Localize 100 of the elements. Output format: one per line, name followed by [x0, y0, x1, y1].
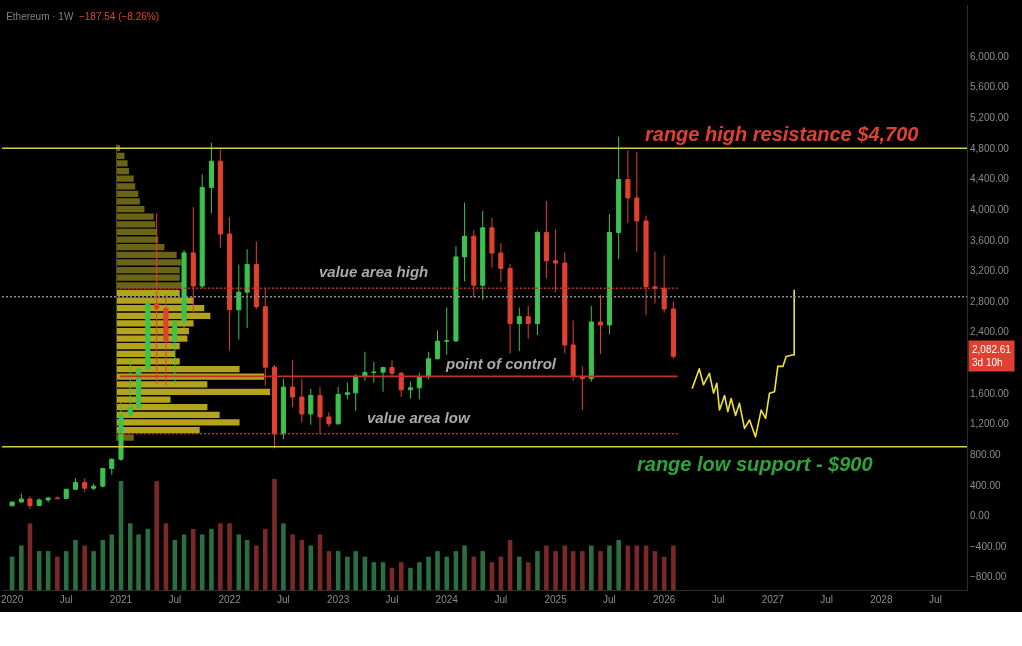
y-tick-label: 800.00	[970, 448, 1002, 460]
annotation: point of control	[445, 355, 557, 372]
candlestick	[227, 216, 233, 351]
candlestick	[335, 386, 341, 426]
candlestick	[63, 488, 69, 500]
bar	[616, 539, 621, 590]
candlestick	[444, 306, 450, 356]
y-tick-label: 2,800.00	[970, 295, 1010, 307]
bar	[227, 523, 232, 590]
bar	[435, 551, 440, 590]
bar	[254, 545, 259, 590]
x-tick-label: Jul	[277, 594, 290, 605]
x-tick-label: 2022	[218, 594, 242, 605]
candlestick	[353, 373, 359, 412]
candlestick	[344, 381, 350, 400]
candlestick	[570, 319, 576, 382]
x-tick-label: Jul	[59, 594, 73, 605]
candlestick	[82, 477, 88, 493]
bar	[535, 551, 540, 590]
bar	[91, 551, 96, 590]
bar	[426, 556, 431, 590]
annotation: value area low	[367, 409, 471, 426]
candlestick	[398, 371, 404, 398]
y-tick-label: 4,400.00	[970, 173, 1010, 185]
bar	[353, 551, 358, 590]
y-tick-label: 1,600.00	[970, 387, 1010, 399]
bar	[444, 556, 450, 590]
bar	[63, 551, 69, 590]
candlestick	[597, 294, 604, 355]
y-tick-label: 3,200.00	[970, 265, 1010, 277]
bar	[272, 478, 277, 590]
candlestick	[271, 364, 278, 449]
candlestick	[154, 212, 160, 385]
candlestick	[145, 301, 151, 371]
x-tick-label: 2024	[435, 594, 459, 605]
line-series	[691, 289, 795, 438]
candlestick	[317, 386, 323, 435]
candlestick	[661, 254, 667, 314]
bar	[607, 545, 612, 590]
x-tick-label: 2020	[0, 594, 24, 605]
candlestick	[27, 495, 33, 510]
bar	[308, 545, 314, 590]
candlestick	[262, 288, 268, 387]
candlestick	[308, 388, 314, 426]
bar	[281, 523, 286, 590]
candlestick	[199, 173, 205, 289]
bar	[417, 562, 422, 590]
candlestick	[91, 483, 97, 491]
bar	[218, 523, 223, 590]
annotation: value area high	[319, 263, 429, 280]
x-tick-label: 2028	[870, 594, 893, 605]
candlestick	[516, 306, 522, 352]
candlestick	[244, 248, 250, 329]
bar	[109, 534, 115, 590]
bar	[580, 551, 585, 590]
candlestick	[163, 293, 169, 387]
bar	[480, 551, 486, 590]
candlestick	[480, 210, 486, 301]
x-tick-label: Jul	[494, 594, 508, 605]
candlestick	[54, 495, 60, 500]
annotation: range low support - $900	[637, 453, 873, 475]
x-tick-label: 2021	[109, 594, 133, 605]
candlestick	[118, 402, 124, 462]
bar	[154, 481, 159, 590]
candlestick	[616, 136, 622, 260]
text: −187.54 (−8.26%)	[78, 10, 160, 22]
x-tick-label: 2027	[761, 594, 785, 605]
candlestick	[426, 351, 432, 380]
x-tick-label: Jul	[168, 594, 182, 605]
x-tick-label: Jul	[711, 594, 725, 605]
candlestick	[525, 305, 531, 340]
candlestick	[507, 263, 513, 354]
candlestick	[217, 149, 223, 249]
candlestick	[634, 151, 640, 253]
candlestick	[416, 372, 422, 400]
candlestick	[45, 496, 51, 503]
candlestick	[543, 200, 549, 279]
candlestick	[380, 366, 386, 393]
x-tick-label: Jul	[929, 594, 942, 605]
bar	[209, 528, 214, 590]
candlestick	[36, 497, 42, 507]
candlestick	[18, 493, 24, 503]
candlestick	[109, 457, 115, 476]
candlestick	[625, 149, 631, 224]
candlestick	[181, 249, 187, 329]
bar	[517, 556, 522, 590]
candlestick	[253, 241, 259, 310]
candlestick	[190, 206, 196, 314]
candlestick	[362, 351, 368, 382]
bar	[544, 545, 549, 590]
candlestick	[280, 378, 286, 440]
candlestick	[553, 228, 559, 293]
candlestick	[652, 251, 658, 305]
candlestick	[471, 229, 477, 298]
y-tick-label: 1,200.00	[970, 418, 1010, 430]
candlestick	[462, 202, 468, 282]
candlestick	[100, 467, 106, 488]
candlestick	[562, 251, 568, 354]
candlestick	[534, 230, 540, 336]
bar	[73, 539, 78, 590]
